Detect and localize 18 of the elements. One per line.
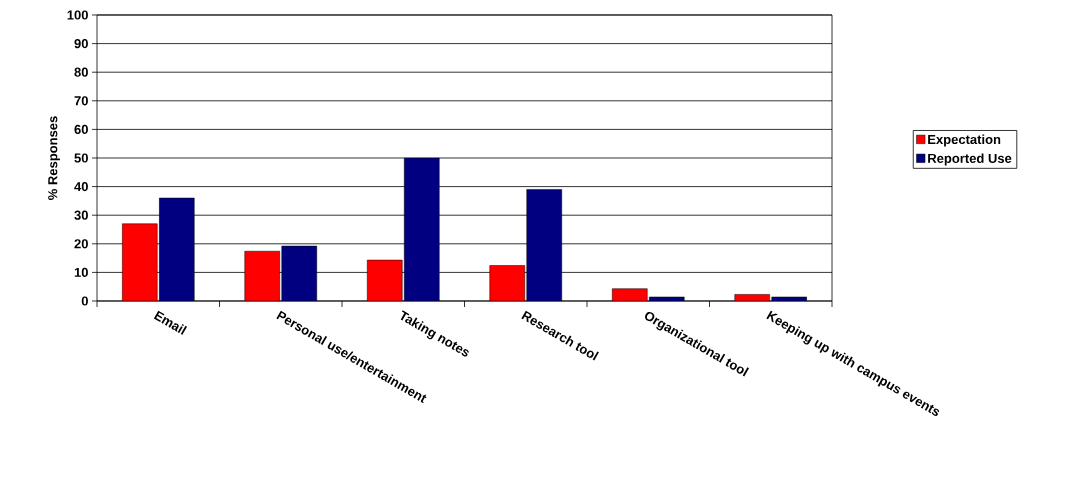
- y-tick-label: 80: [74, 67, 88, 77]
- y-tick-label: 40: [74, 181, 88, 192]
- bar: [367, 259, 403, 301]
- bar: [489, 265, 525, 301]
- legend-label: Reported Use: [928, 153, 1012, 166]
- y-tick-label: 60: [74, 124, 88, 134]
- y-axis-title: % Responses: [48, 116, 60, 200]
- y-tick-label: 50: [74, 153, 88, 163]
- bar: [122, 223, 158, 301]
- legend-label: Expectation: [928, 134, 1001, 147]
- y-tick-label: 10: [74, 267, 88, 277]
- bar: [244, 250, 280, 301]
- y-tick-label: 70: [74, 96, 88, 106]
- y-tick-label: 20: [74, 239, 88, 249]
- y-tick-label: 30: [74, 210, 88, 220]
- y-tick-label: 90: [74, 38, 88, 49]
- y-tick-label: 100: [67, 10, 88, 20]
- y-tick-label: 0: [81, 296, 88, 306]
